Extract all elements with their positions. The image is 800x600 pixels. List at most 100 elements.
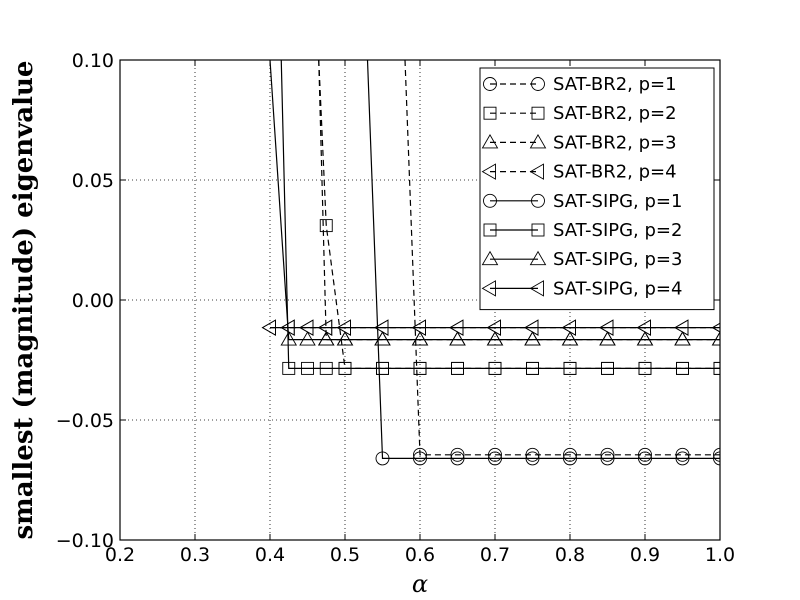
x-tick-label: 0.8 xyxy=(555,544,585,566)
data-point xyxy=(488,451,502,466)
legend-label: SAT-BR2, p=4 xyxy=(553,162,677,183)
legend-marker xyxy=(529,250,547,266)
data-point xyxy=(563,361,577,375)
data-point xyxy=(317,319,333,336)
x-tick-label: 0.2 xyxy=(105,544,135,566)
legend-marker xyxy=(529,133,547,149)
data-point xyxy=(600,447,615,462)
data-point xyxy=(561,331,579,346)
ticks xyxy=(119,59,721,541)
legend-marker xyxy=(529,280,544,297)
x-tick-label: 1.0 xyxy=(705,544,735,566)
data-point xyxy=(524,331,541,346)
legend-label: SAT-SIPG, p=2 xyxy=(553,220,682,241)
data-point xyxy=(563,447,577,462)
legend-entry: SAT-BR2, p=4 xyxy=(481,162,677,183)
data-point xyxy=(675,447,690,462)
series-line xyxy=(366,60,720,459)
y-axis-label: smallest (magnitude) eigenvalue xyxy=(9,61,39,540)
legend-box xyxy=(479,67,715,311)
legend-marker xyxy=(531,77,545,91)
data-point xyxy=(486,319,501,336)
legend-marker xyxy=(483,106,497,120)
data-point xyxy=(450,447,465,462)
data-point xyxy=(336,319,351,336)
data-point xyxy=(525,447,540,462)
data-point xyxy=(319,361,333,375)
data-point xyxy=(638,451,652,466)
legend-marker xyxy=(531,193,545,208)
legend-entry: SAT-BR2, p=2 xyxy=(483,103,677,124)
data-point xyxy=(449,331,466,346)
data-point xyxy=(411,319,426,336)
x-tick-label: 0.9 xyxy=(630,544,660,566)
data-point xyxy=(338,361,352,375)
data-point xyxy=(526,361,539,375)
y-tick-label: 0.00 xyxy=(72,290,114,312)
data-point xyxy=(261,319,276,336)
legend-entry: SAT-BR2, p=3 xyxy=(481,132,677,153)
data-point xyxy=(413,451,427,466)
data-point xyxy=(450,451,465,466)
x-tick-label: 0.3 xyxy=(180,544,210,566)
legend-entry: SAT-BR2, p=1 xyxy=(483,74,677,95)
legend-label: SAT-SIPG, p=4 xyxy=(553,278,682,299)
data-point xyxy=(374,319,389,336)
data-point xyxy=(563,451,577,466)
legend-marker xyxy=(481,280,496,297)
data-point xyxy=(713,451,720,466)
legend-entry: SAT-SIPG, p=1 xyxy=(483,191,682,212)
data-point xyxy=(413,447,427,462)
data-point xyxy=(299,331,316,346)
legend-marker xyxy=(483,223,497,237)
data-point xyxy=(636,331,654,346)
data-point xyxy=(675,451,690,466)
legend-marker xyxy=(481,163,496,180)
data-point xyxy=(674,319,689,336)
data-point xyxy=(713,361,720,375)
data-point xyxy=(280,331,298,346)
legend-marker xyxy=(483,193,497,208)
data-point xyxy=(600,451,615,466)
data-point xyxy=(676,361,689,375)
x-tick-label: 0.6 xyxy=(405,544,435,566)
legend-marker xyxy=(481,133,499,149)
series-1 xyxy=(404,60,720,462)
data-point xyxy=(488,361,502,375)
data-point xyxy=(413,361,427,375)
data-point xyxy=(451,361,464,375)
data-point xyxy=(299,319,314,336)
y-tick-label: −0.10 xyxy=(56,530,114,552)
x-tick-label: 0.5 xyxy=(330,544,360,566)
data-point xyxy=(638,361,652,375)
data-point xyxy=(319,219,333,233)
data-point xyxy=(301,361,314,375)
y-tick-label: −0.05 xyxy=(56,410,114,432)
data-point xyxy=(375,451,390,466)
legend-marker xyxy=(483,77,497,91)
series-5 xyxy=(366,60,720,466)
data-point xyxy=(449,319,464,336)
data-point xyxy=(525,451,540,466)
data-point xyxy=(638,447,652,462)
data-point xyxy=(713,447,720,462)
data-point xyxy=(374,331,391,346)
legend-label: SAT-SIPG, p=1 xyxy=(553,191,682,212)
data-point xyxy=(674,331,691,346)
data-point xyxy=(561,319,576,336)
legend-marker xyxy=(529,163,544,180)
data-point xyxy=(376,361,389,375)
x-axis-label: α xyxy=(412,570,428,598)
data-point xyxy=(636,319,651,336)
legend-marker xyxy=(481,250,499,266)
series-7 xyxy=(269,60,720,346)
x-tick-label: 0.7 xyxy=(480,544,510,566)
x-tick-label: 0.4 xyxy=(255,544,285,566)
tick-labels: 0.2 0.3 0.4 0.5 0.6 0.7 0.8 0.9 1.0 −0.10 −0.05 0.0… xyxy=(56,50,735,566)
legend-label: SAT-SIPG, p=3 xyxy=(553,249,682,270)
legend-label: SAT-BR2, p=2 xyxy=(553,103,677,124)
data-point xyxy=(711,331,720,346)
legend-label: SAT-BR2, p=1 xyxy=(553,74,677,95)
data-point xyxy=(336,331,354,346)
